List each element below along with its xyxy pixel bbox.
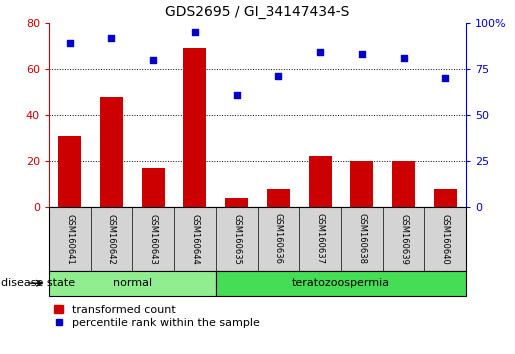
- Bar: [100, 97, 123, 207]
- Bar: [183, 48, 207, 207]
- Point: [274, 74, 282, 79]
- Legend: transformed count, percentile rank within the sample: transformed count, percentile rank withi…: [55, 305, 260, 328]
- Title: GDS2695 / GI_34147434-S: GDS2695 / GI_34147434-S: [165, 5, 350, 19]
- Point: [399, 55, 407, 61]
- Text: teratozoospermia: teratozoospermia: [292, 278, 390, 288]
- Text: GSM160638: GSM160638: [357, 213, 366, 264]
- Bar: [225, 198, 248, 207]
- Point: [316, 50, 324, 55]
- Bar: [267, 189, 290, 207]
- Bar: [49, 271, 216, 296]
- Point: [357, 51, 366, 57]
- Point: [441, 75, 449, 81]
- Bar: [58, 136, 81, 207]
- Point: [232, 92, 241, 98]
- Text: GSM160636: GSM160636: [274, 213, 283, 264]
- Point: [65, 40, 74, 46]
- Bar: [308, 156, 332, 207]
- Point: [191, 29, 199, 35]
- Bar: [216, 271, 466, 296]
- Text: GSM160640: GSM160640: [441, 213, 450, 264]
- Point: [149, 57, 157, 63]
- Text: disease state: disease state: [1, 278, 75, 288]
- Text: GSM160639: GSM160639: [399, 213, 408, 264]
- Point: [107, 35, 115, 41]
- Text: GSM160642: GSM160642: [107, 213, 116, 264]
- Text: normal: normal: [113, 278, 152, 288]
- Text: GSM160644: GSM160644: [191, 213, 199, 264]
- Text: GSM160637: GSM160637: [316, 213, 324, 264]
- Bar: [434, 189, 457, 207]
- Bar: [350, 161, 373, 207]
- Bar: [392, 161, 415, 207]
- Text: GSM160635: GSM160635: [232, 213, 241, 264]
- Text: GSM160643: GSM160643: [149, 213, 158, 264]
- Text: GSM160641: GSM160641: [65, 213, 74, 264]
- Bar: [142, 168, 165, 207]
